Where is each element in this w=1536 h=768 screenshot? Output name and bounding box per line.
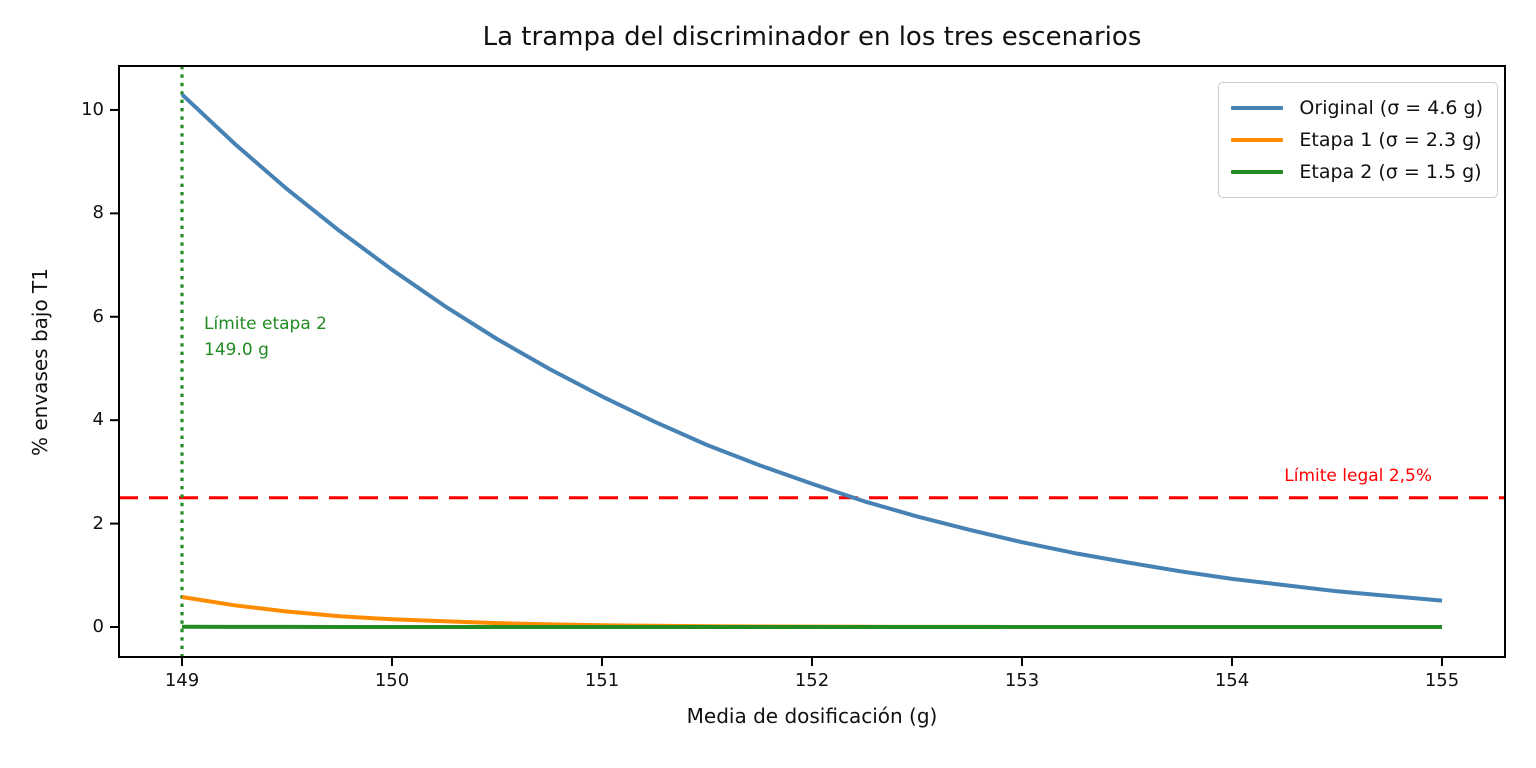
y-tick-label-6: 6 <box>92 305 104 327</box>
stage2-limit-annotation-line1: Límite etapa 2 <box>204 314 327 334</box>
stage2-limit-annotation-line2: 149.0 g <box>204 340 269 360</box>
y-tick-label-8: 8 <box>92 202 104 224</box>
x-tick-label-151: 151 <box>584 670 620 691</box>
legend-item-original: Original (σ = 4.6 g) <box>1231 92 1483 124</box>
stage2-limit-annotation: Límite etapa 2 149.0 g <box>204 311 327 363</box>
legend-item-etapa1: Etapa 1 (σ = 2.3 g) <box>1231 124 1483 156</box>
legend: Original (σ = 4.6 g) Etapa 1 (σ = 2.3 g)… <box>1218 82 1498 198</box>
legal-limit-label: Límite legal 2,5% <box>1284 466 1432 486</box>
x-tick-label-154: 154 <box>1214 670 1250 691</box>
legend-item-etapa2: Etapa 2 (σ = 1.5 g) <box>1231 156 1483 188</box>
series-line-0 <box>180 92 1443 603</box>
legend-label-etapa1: Etapa 1 (σ = 2.3 g) <box>1299 129 1482 151</box>
x-tick-label-152: 152 <box>794 670 830 691</box>
x-tick-label-153: 153 <box>1004 670 1040 691</box>
x-tick-label-155: 155 <box>1424 670 1460 691</box>
y-tick-label-4: 4 <box>92 409 104 431</box>
series-line-1 <box>181 595 1442 629</box>
legend-line-swatch-etapa2 <box>1231 170 1284 174</box>
legend-label-etapa2: Etapa 2 (σ = 1.5 g) <box>1299 161 1482 183</box>
y-tick-label-10: 10 <box>81 98 104 120</box>
x-tick-label-150: 150 <box>374 670 410 691</box>
chart-title: La trampa del discriminador en los tres … <box>482 22 1142 52</box>
y-tick-label-0: 0 <box>92 616 104 637</box>
legend-line-swatch-original <box>1231 106 1284 110</box>
x-axis-label: Media de dosificación (g) <box>686 704 938 728</box>
x-tick-label-149: 149 <box>164 670 200 691</box>
y-tick-label-2: 2 <box>92 512 104 534</box>
legend-line-swatch-etapa1 <box>1231 138 1284 142</box>
legend-label-original: Original (σ = 4.6 g) <box>1299 97 1483 119</box>
